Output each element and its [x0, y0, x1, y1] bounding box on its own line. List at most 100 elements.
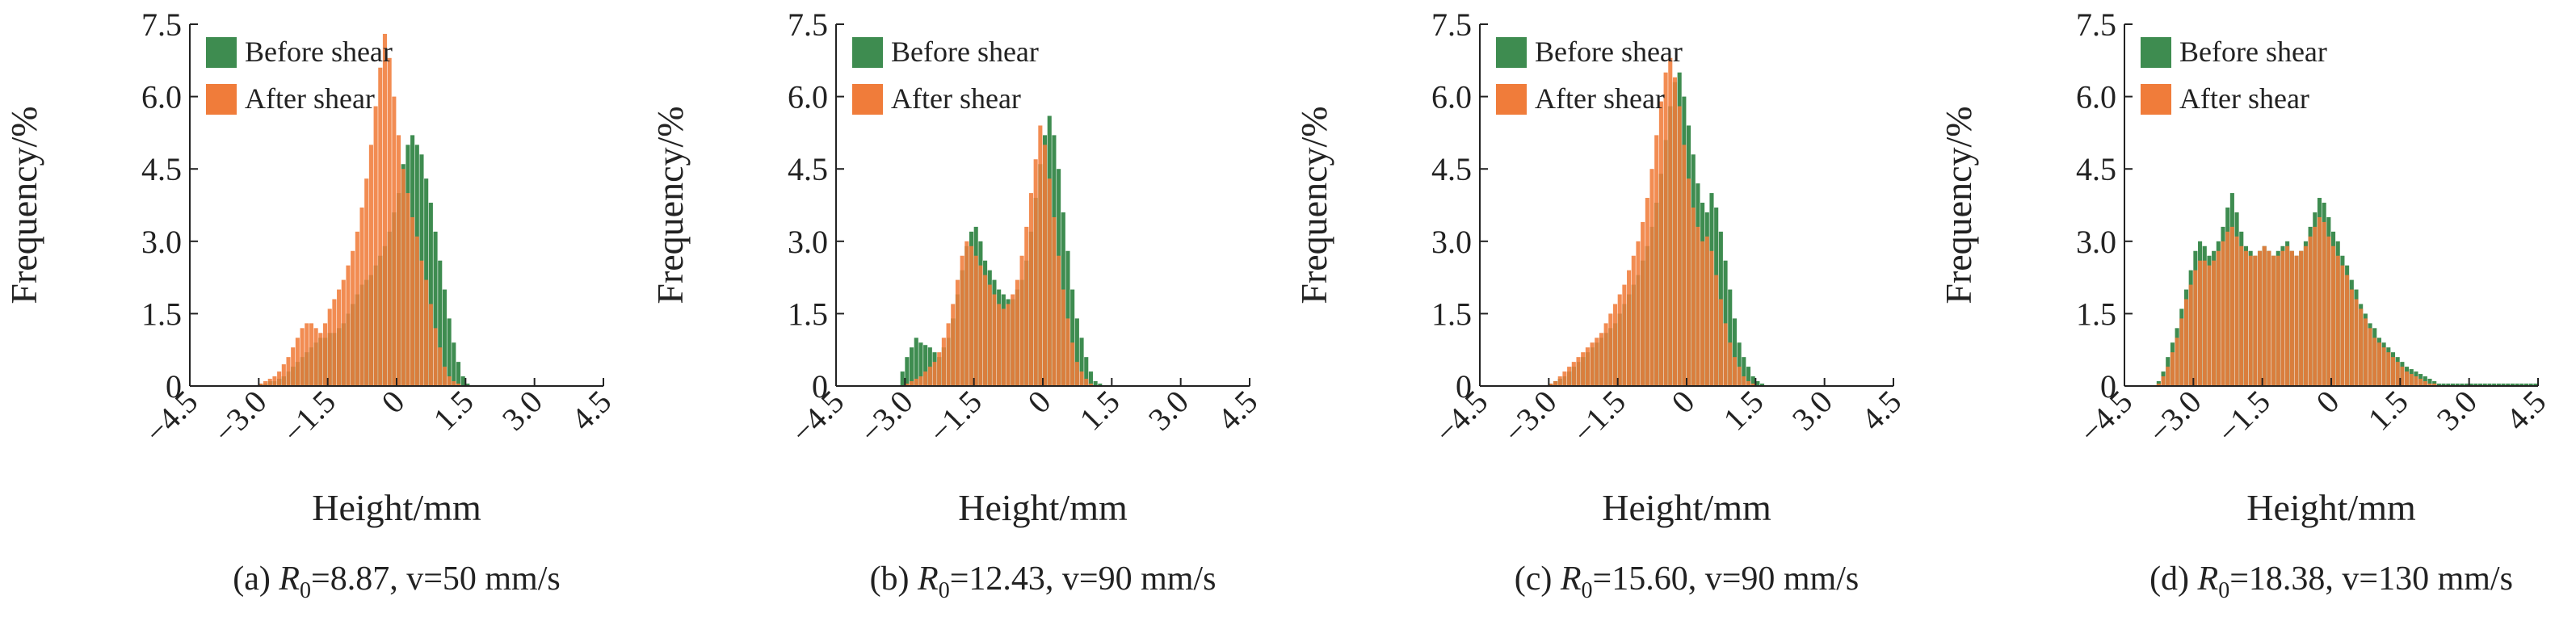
histogram-bar: [1649, 169, 1654, 386]
histogram-bar: [2441, 384, 2446, 386]
histogram-bar: [2436, 384, 2441, 386]
caption-variable: R: [2197, 560, 2219, 598]
x-tick-label: 3.0: [2430, 384, 2484, 438]
histogram-bar: [2478, 384, 2483, 386]
histogram-bar: [2427, 379, 2432, 386]
histogram-bar: [364, 178, 369, 386]
histogram-bar: [1061, 289, 1065, 386]
histogram-bar: [923, 371, 928, 386]
histogram-bar: [419, 260, 424, 386]
histogram-bar: [286, 357, 291, 386]
histogram-bar: [2243, 250, 2248, 386]
histogram-bar: [960, 255, 964, 386]
histogram-bar: [1065, 318, 1070, 386]
y-tick-label: 3.0: [141, 224, 182, 260]
histogram-bar: [2175, 338, 2179, 386]
histogram-bar: [2239, 245, 2244, 386]
histogram-bar: [1728, 289, 1733, 386]
histogram-bar: [2253, 255, 2258, 386]
y-tick-label: 7.5: [1431, 6, 1472, 43]
histogram-bar: [267, 379, 272, 386]
histogram-bar: [346, 265, 351, 386]
histogram-bar: [1576, 357, 1581, 386]
chart-panel-2: 0 1.5 3.0 4.5 6.0 7.5 −4.5 −3.0 −1.5 0 1.5 3.0 4.5 Fr…: [649, 6, 1264, 603]
histogram-bar: [2423, 381, 2427, 386]
histogram-bar: [2285, 245, 2290, 386]
legend-swatch: [206, 84, 237, 115]
histogram-bar: [2515, 384, 2519, 386]
legend-swatch: [1496, 84, 1527, 115]
caption-prefix: (a): [233, 560, 279, 598]
histogram-bar: [2418, 379, 2423, 386]
caption-variable: R: [917, 560, 939, 598]
x-tick-label: 1.5: [427, 384, 481, 438]
y-axis-label: Frequency/%: [1938, 106, 1979, 304]
histogram-bar: [1742, 376, 1746, 386]
histogram-bar: [1654, 135, 1659, 386]
legend: Before shear After shear: [206, 36, 393, 115]
histogram-bar: [2427, 384, 2432, 386]
histogram-bar: [1562, 371, 1567, 386]
histogram-bar: [2198, 260, 2203, 386]
histogram-bar: [1557, 376, 1562, 386]
histogram-bar: [438, 260, 443, 386]
caption-rest: =18.38, v=130 mm/s: [2229, 560, 2513, 598]
histogram-bar: [927, 367, 932, 386]
histogram-bar: [2368, 328, 2372, 386]
histogram-bar: [1622, 284, 1627, 386]
histogram-bar: [1084, 357, 1089, 386]
histogram-bar: [2212, 260, 2217, 386]
histogram-bar: [442, 367, 447, 386]
histogram-bar: [2482, 384, 2487, 386]
x-tick-label: −4.5: [1427, 384, 1494, 451]
y-axis-label: Frequency/%: [1293, 106, 1334, 304]
y-tick-label: 4.5: [2076, 151, 2116, 187]
histogram-bar: [424, 279, 429, 386]
histogram-bar: [2179, 318, 2184, 386]
histogram-bar: [2450, 384, 2455, 386]
histogram-bar: [1687, 178, 1691, 386]
x-tick-label: 4.5: [1210, 384, 1264, 438]
histogram-bar: [2345, 275, 2350, 386]
histogram-bar: [1677, 106, 1682, 387]
legend-label: After shear: [2179, 82, 2309, 115]
histogram-bar: [1581, 352, 1586, 386]
histogram-bar: [1019, 255, 1024, 386]
histogram-bar: [918, 376, 923, 386]
x-axis-label: Height/mm: [1602, 487, 1771, 528]
x-tick-label: −3.0: [2141, 384, 2208, 451]
histogram-bar: [2390, 357, 2396, 386]
histogram-bar: [2225, 231, 2230, 386]
histogram-bar: [2376, 342, 2381, 386]
histogram-bar: [2405, 371, 2410, 386]
histogram-bar: [2510, 384, 2515, 386]
histogram-bar: [433, 328, 438, 386]
histogram-bar: [2303, 245, 2308, 386]
panel-caption: (c) R0=15.60, v=90 mm/s: [1515, 560, 1860, 603]
y-tick-label: 6.0: [2076, 79, 2116, 115]
histogram-bar: [1074, 362, 1079, 386]
x-tick-label: −3.0: [1497, 384, 1564, 451]
histogram-bar: [1098, 384, 1103, 386]
histogram-bar: [1024, 226, 1029, 386]
histogram-bar: [1084, 379, 1089, 386]
histogram-bar: [1585, 347, 1590, 386]
series-after-shear: [1549, 57, 1755, 387]
x-axis-label: Height/mm: [2246, 487, 2416, 528]
histogram-bar: [2533, 384, 2538, 386]
histogram-bar: [1641, 221, 1645, 386]
histogram-bar: [2381, 347, 2386, 386]
histogram-bar: [295, 338, 300, 386]
histogram-bar: [1750, 376, 1755, 386]
histogram-bar: [322, 323, 328, 386]
histogram-bar: [1571, 362, 1576, 386]
histogram-bar: [300, 328, 305, 386]
histogram-bar: [969, 245, 974, 386]
histogram-bar: [1079, 371, 1084, 386]
histogram-bar: [392, 96, 397, 386]
caption-variable: R: [278, 560, 300, 598]
x-tick-label: −1.5: [1565, 384, 1633, 451]
caption-subscript: 0: [300, 578, 311, 603]
histogram-bar: [1074, 318, 1079, 386]
